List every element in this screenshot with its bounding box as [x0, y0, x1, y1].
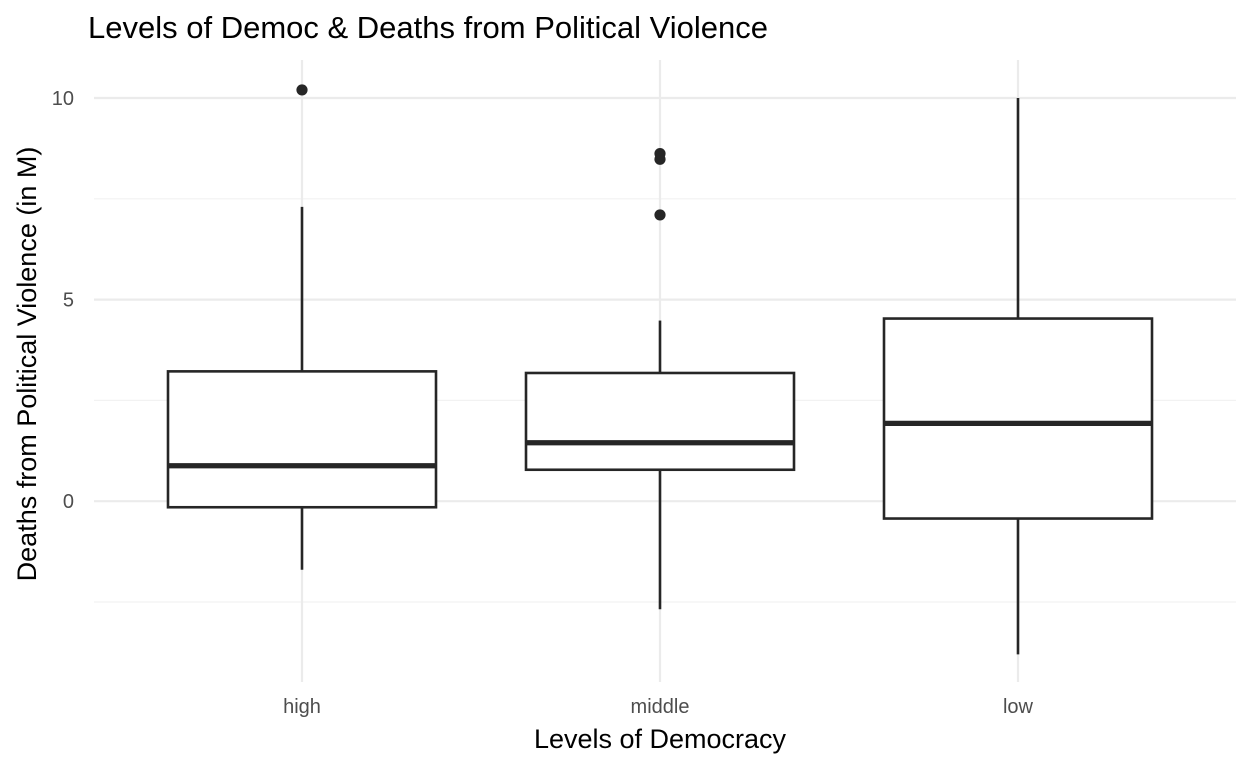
box-group-high: [166, 84, 438, 570]
box-group-middle: [524, 148, 796, 610]
box-iqr: [166, 370, 438, 509]
outlier-point: [654, 153, 666, 165]
axis-layer: 0 5 10 high middle low: [52, 88, 1034, 718]
y-tick-label: 5: [63, 290, 74, 312]
x-tick-label: low: [1003, 696, 1034, 718]
y-tick-label: 0: [63, 491, 74, 513]
chart-title: Levels of Democ & Deaths from Political …: [88, 10, 768, 45]
outlier-point: [296, 84, 308, 96]
box-iqr: [882, 317, 1154, 520]
outlier-point: [654, 209, 666, 221]
x-axis-title: Levels of Democracy: [534, 724, 787, 754]
box-iqr: [524, 371, 796, 472]
box-layer: [166, 84, 1154, 655]
x-tick-label: middle: [631, 696, 690, 718]
y-tick-label: 10: [52, 88, 74, 110]
box-group-low: [882, 98, 1154, 655]
y-axis-title: Deaths from Political Violence (in M): [12, 147, 42, 582]
x-tick-label: high: [283, 696, 321, 718]
